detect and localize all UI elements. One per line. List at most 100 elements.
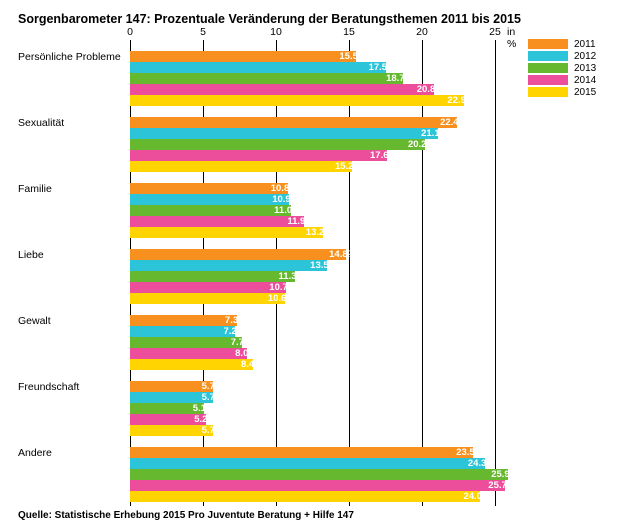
bar: 17.5%: [130, 62, 386, 73]
bar-value-label: 5.7%: [183, 392, 223, 403]
bar-value-label: 20.2%: [395, 139, 435, 150]
axis-tick-label: 15: [343, 26, 355, 38]
bar: 25.9%: [130, 469, 508, 480]
legend-item: 2012: [528, 50, 618, 62]
bar: 11.0%: [130, 205, 291, 216]
bar-value-label: 5.1%: [174, 403, 214, 414]
legend-swatch: [528, 51, 568, 61]
category-label: Liebe: [18, 249, 138, 261]
bar-value-label: 17.5%: [356, 62, 396, 73]
bar: 5.7%: [130, 392, 213, 403]
legend-item: 2014: [528, 74, 618, 86]
legend-label: 2014: [574, 75, 596, 86]
bar: 10.8%: [130, 183, 288, 194]
bar-value-label: 22.4%: [427, 117, 467, 128]
chart-source: Quelle: Statistische Erhebung 2015 Pro J…: [18, 510, 354, 521]
bar: 13.2%: [130, 227, 323, 238]
bar: 23.5%: [130, 447, 473, 458]
bar: 5.7%: [130, 425, 213, 436]
bar: 18.7%: [130, 73, 403, 84]
bar-value-label: 7.7%: [212, 337, 252, 348]
bar-value-label: 8.4%: [223, 359, 263, 370]
bar: 24.0%: [130, 491, 480, 502]
bar: 20.8%: [130, 84, 434, 95]
bar-value-label: 5.2%: [176, 414, 216, 425]
bar-value-label: 10.8%: [258, 183, 298, 194]
bar: 20.2%: [130, 139, 425, 150]
gridline: [495, 40, 496, 506]
legend-label: 2011: [574, 39, 596, 50]
bar: 8.4%: [130, 359, 253, 370]
bar-value-label: 5.7%: [183, 381, 223, 392]
bar-value-label: 17.6%: [357, 150, 397, 161]
category-label: Persönliche Probleme: [18, 51, 138, 63]
legend-item: 2013: [528, 62, 618, 74]
bar: 25.7%: [130, 480, 505, 491]
legend-swatch: [528, 63, 568, 73]
axis-tick-label: 5: [200, 26, 206, 38]
plot-area: 0510152025in %15.5%17.5%18.7%20.8%22.9%2…: [130, 40, 495, 506]
chart-title: Sorgenbarometer 147: Prozentuale Verände…: [18, 12, 521, 26]
bar: 15.2%: [130, 161, 352, 172]
bar-value-label: 25.7%: [475, 480, 515, 491]
bar: 15.5%: [130, 51, 356, 62]
category-label: Sexualität: [18, 117, 138, 129]
bar-value-label: 20.8%: [404, 84, 444, 95]
bar: 13.5%: [130, 260, 327, 271]
bar-value-label: 24.3%: [455, 458, 495, 469]
bar-value-label: 10.7%: [256, 282, 296, 293]
legend-swatch: [528, 39, 568, 49]
bar: 11.3%: [130, 271, 295, 282]
bar: 7.2%: [130, 326, 235, 337]
bar-value-label: 14.8%: [316, 249, 356, 260]
bar-value-label: 15.5%: [326, 51, 366, 62]
chart-container: Sorgenbarometer 147: Prozentuale Verände…: [0, 0, 630, 531]
category-label: Familie: [18, 183, 138, 195]
category-label: Andere: [18, 447, 138, 459]
bar: 8.0%: [130, 348, 247, 359]
legend: 20112012201320142015: [528, 38, 618, 98]
bar: 22.4%: [130, 117, 457, 128]
gridline: [422, 40, 423, 506]
bar-value-label: 24.0%: [450, 491, 490, 502]
bar-value-label: 21.1%: [408, 128, 448, 139]
bar: 10.6%: [130, 293, 285, 304]
legend-item: 2015: [528, 86, 618, 98]
bar: 5.7%: [130, 381, 213, 392]
bar: 7.3%: [130, 315, 237, 326]
bar: 14.8%: [130, 249, 346, 260]
bar-value-label: 7.2%: [205, 326, 245, 337]
axis-tick-label: 10: [270, 26, 282, 38]
bar: 10.7%: [130, 282, 286, 293]
bar-value-label: 25.9%: [478, 469, 518, 480]
axis-tick-label: 25: [489, 26, 501, 38]
axis-tick-label: 20: [416, 26, 428, 38]
bar: 24.3%: [130, 458, 485, 469]
bar: 17.6%: [130, 150, 387, 161]
bar-value-label: 10.6%: [255, 293, 295, 304]
bar-value-label: 8.0%: [217, 348, 257, 359]
legend-label: 2015: [574, 87, 596, 98]
legend-label: 2013: [574, 63, 596, 74]
legend-swatch: [528, 75, 568, 85]
bar: 5.1%: [130, 403, 204, 414]
gridline: [349, 40, 350, 506]
axis-tick-label: 0: [127, 26, 133, 38]
bar: 21.1%: [130, 128, 438, 139]
bar-value-label: 18.7%: [373, 73, 413, 84]
bar-value-label: 13.2%: [293, 227, 333, 238]
bar-value-label: 15.2%: [322, 161, 362, 172]
bar-value-label: 7.3%: [207, 315, 247, 326]
bar-value-label: 11.3%: [265, 271, 305, 282]
bar: 22.9%: [130, 95, 464, 106]
legend-label: 2012: [574, 51, 596, 62]
bar-value-label: 10.9%: [259, 194, 299, 205]
bar: 7.7%: [130, 337, 242, 348]
bar-value-label: 13.5%: [297, 260, 337, 271]
axis-unit-label: in %: [507, 26, 516, 50]
bar-value-label: 11.9%: [274, 216, 314, 227]
bar: 11.9%: [130, 216, 304, 227]
bar: 10.9%: [130, 194, 289, 205]
category-label: Gewalt: [18, 315, 138, 327]
bar-value-label: 22.9%: [434, 95, 474, 106]
